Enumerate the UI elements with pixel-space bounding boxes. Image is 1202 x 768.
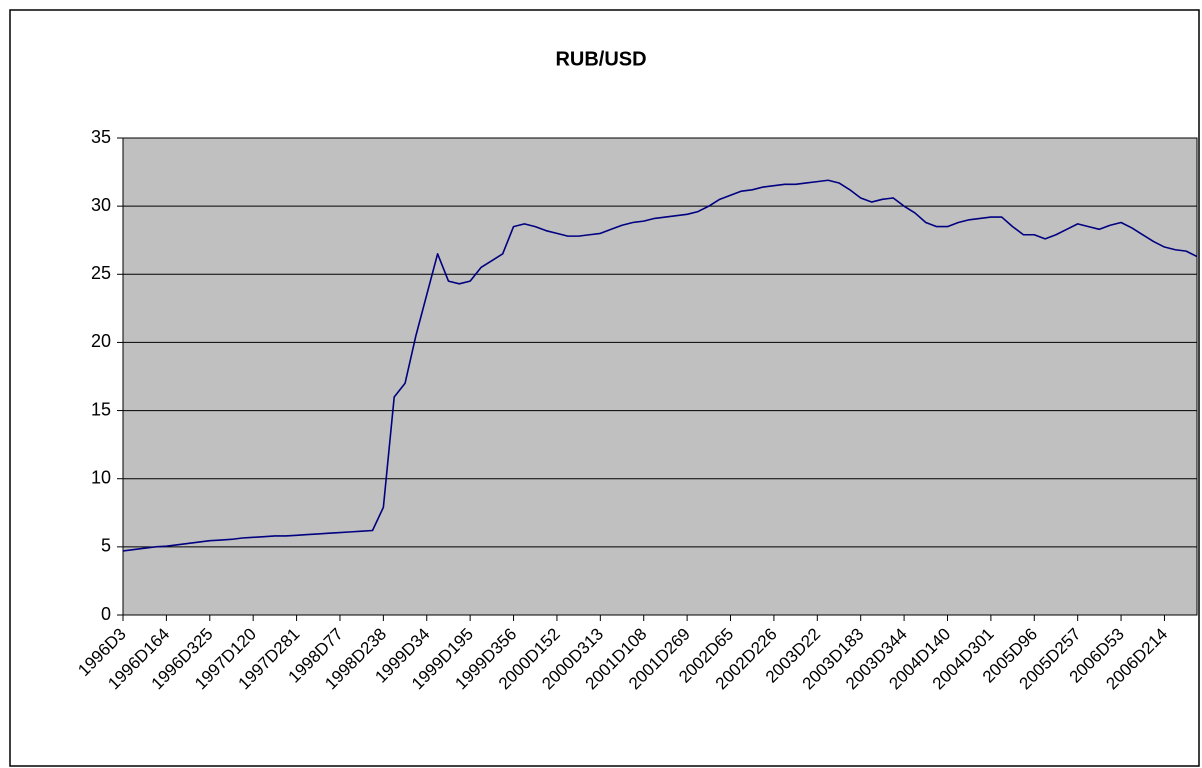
chart-title: RUB/USD <box>555 48 646 70</box>
y-tick-label: 5 <box>101 536 111 556</box>
plot-area <box>122 137 1198 616</box>
y-tick-label: 25 <box>91 263 111 283</box>
y-tick-label: 15 <box>91 399 111 419</box>
data-line <box>122 179 1198 552</box>
y-tick-label: 35 <box>91 127 111 147</box>
y-tick-label: 20 <box>91 331 111 351</box>
y-tick-label: 30 <box>91 195 111 215</box>
y-tick-label: 10 <box>91 467 111 487</box>
y-tick-label: 0 <box>101 604 111 624</box>
